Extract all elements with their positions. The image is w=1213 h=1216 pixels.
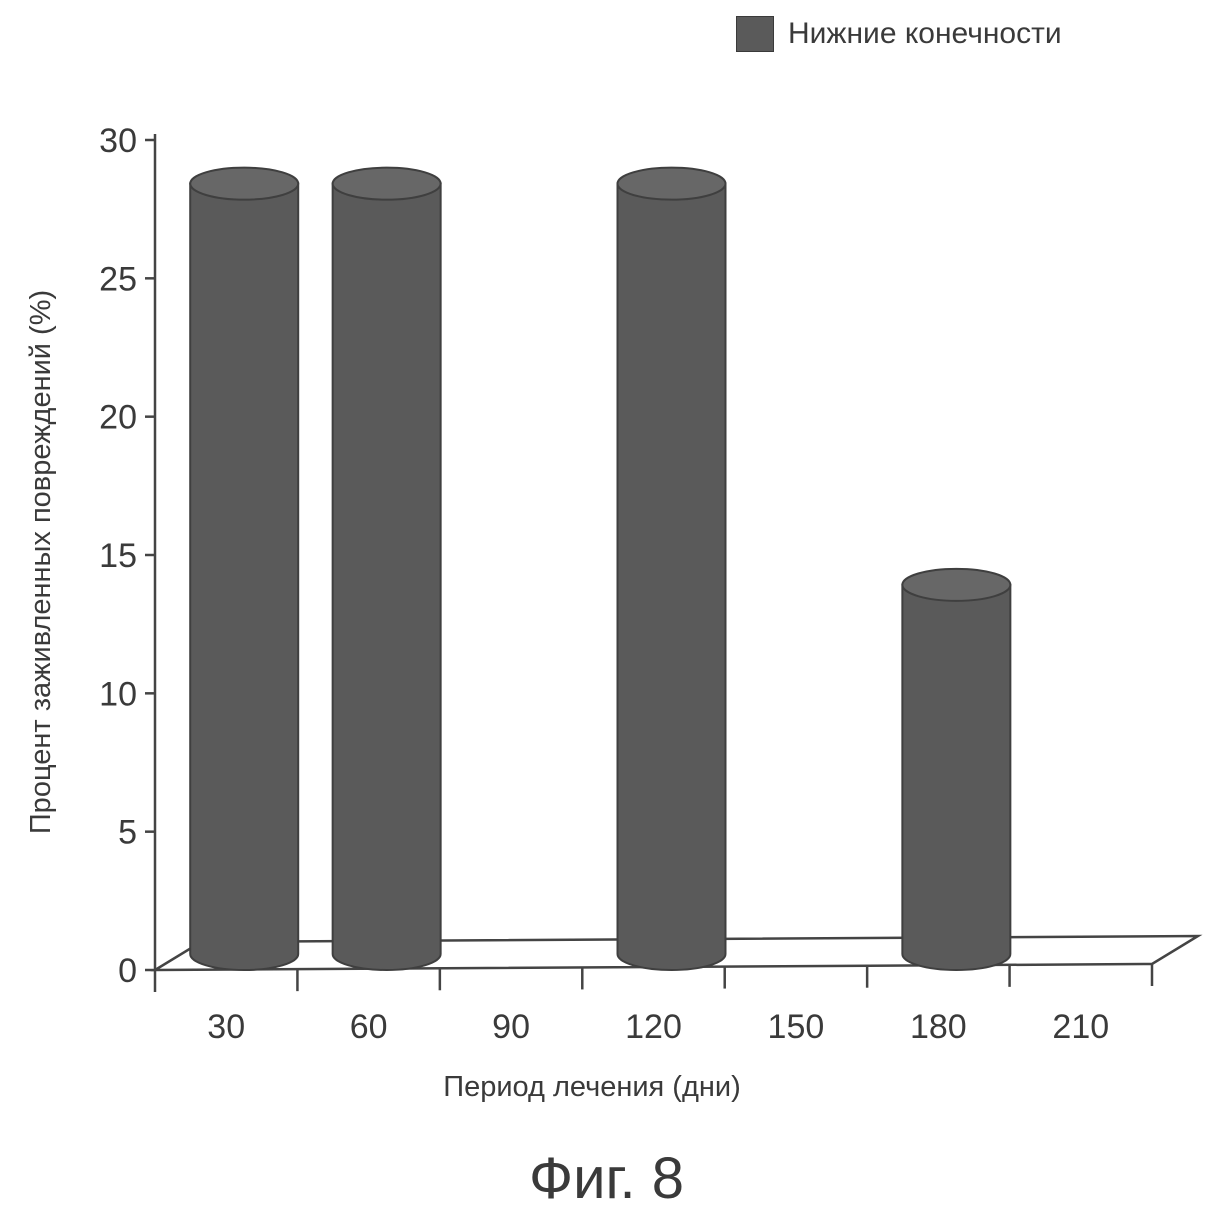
bar-cylinder-top <box>902 569 1010 601</box>
x-tick-label: 210 <box>1052 1008 1109 1046</box>
bar-cylinder <box>618 184 726 970</box>
x-tick-label: 90 <box>492 1008 530 1046</box>
x-tick-label: 60 <box>350 1008 388 1046</box>
x-tick-label: 150 <box>768 1008 825 1046</box>
y-tick-label: 0 <box>118 952 137 990</box>
y-tick-label: 10 <box>99 675 137 713</box>
bar-cylinder-top <box>618 168 726 200</box>
y-tick-label: 5 <box>118 814 137 852</box>
bar-cylinder <box>333 184 441 970</box>
bar-cylinder <box>902 585 1010 970</box>
legend: Нижние конечности <box>736 16 1062 52</box>
legend-swatch <box>736 16 774 52</box>
y-tick-label: 15 <box>99 537 137 575</box>
legend-label: Нижние конечности <box>788 17 1062 51</box>
x-axis-label: Период лечения (дни) <box>443 1071 741 1103</box>
y-tick-label: 30 <box>99 122 137 160</box>
bar-cylinder-top <box>333 168 441 200</box>
x-tick-label: 180 <box>910 1008 967 1046</box>
y-axis-label: Процент заживленных повреждений (%) <box>25 290 57 834</box>
bar-cylinder <box>190 184 298 970</box>
x-tick-label: 30 <box>207 1008 245 1046</box>
y-tick-label: 25 <box>99 260 137 298</box>
figure-caption: Фиг. 8 <box>0 1145 1213 1212</box>
bar-cylinder-top <box>190 168 298 200</box>
x-tick-label: 120 <box>625 1008 682 1046</box>
y-tick-label: 20 <box>99 399 137 437</box>
